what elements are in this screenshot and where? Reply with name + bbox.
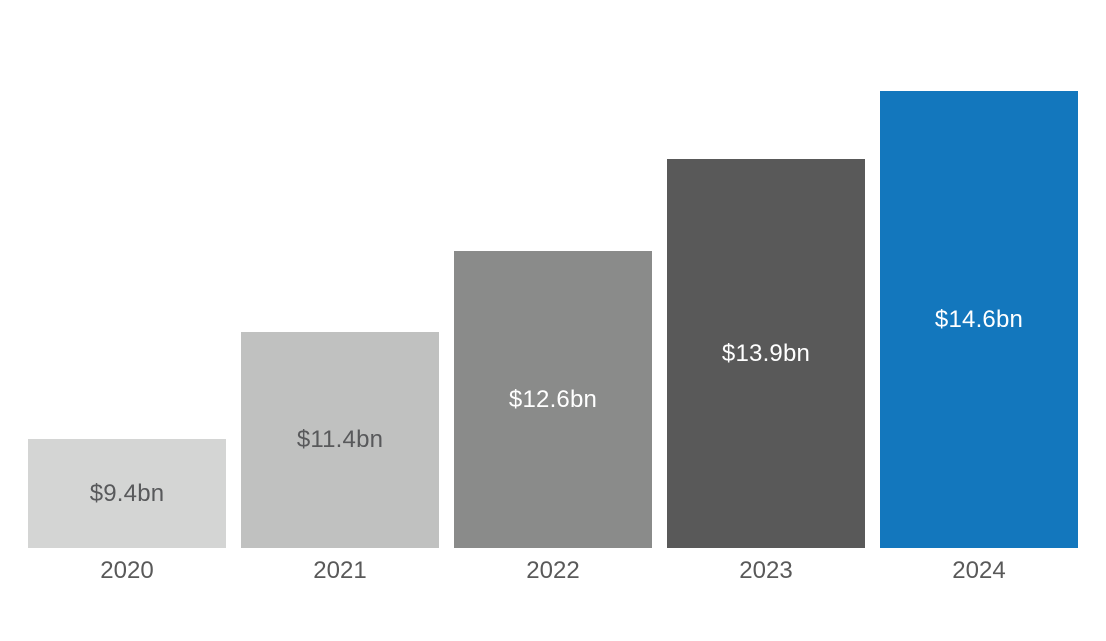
bar-value-label: $14.6bn [934, 305, 1024, 333]
bar-value-label: $12.6bn [508, 385, 598, 413]
x-axis-labels: 2020 2021 2022 2023 2024 [0, 557, 1106, 585]
bar-value-label: $11.4bn [296, 426, 384, 453]
plot-area: $9.4bn $11.4bn $12.6bn $13.9bn $14.6bn [28, 91, 1078, 548]
x-axis-tick-label: 2021 [313, 557, 367, 584]
bar-value-label: $9.4bn [89, 479, 165, 507]
bar-2020: $9.4bn [28, 439, 226, 548]
x-axis-tick-label: 2022 [526, 557, 580, 584]
bar-value-label: $13.9bn [721, 339, 811, 367]
bar-2024: $14.6bn [880, 91, 1078, 548]
bar-2023: $13.9bn [667, 159, 865, 548]
x-axis-tick-label: 2023 [739, 557, 793, 584]
bar-2021: $11.4bn [241, 332, 439, 548]
bar-2022: $12.6bn [454, 251, 652, 548]
x-axis-tick-label: 2020 [100, 557, 154, 584]
x-axis-tick-label: 2024 [952, 557, 1006, 584]
